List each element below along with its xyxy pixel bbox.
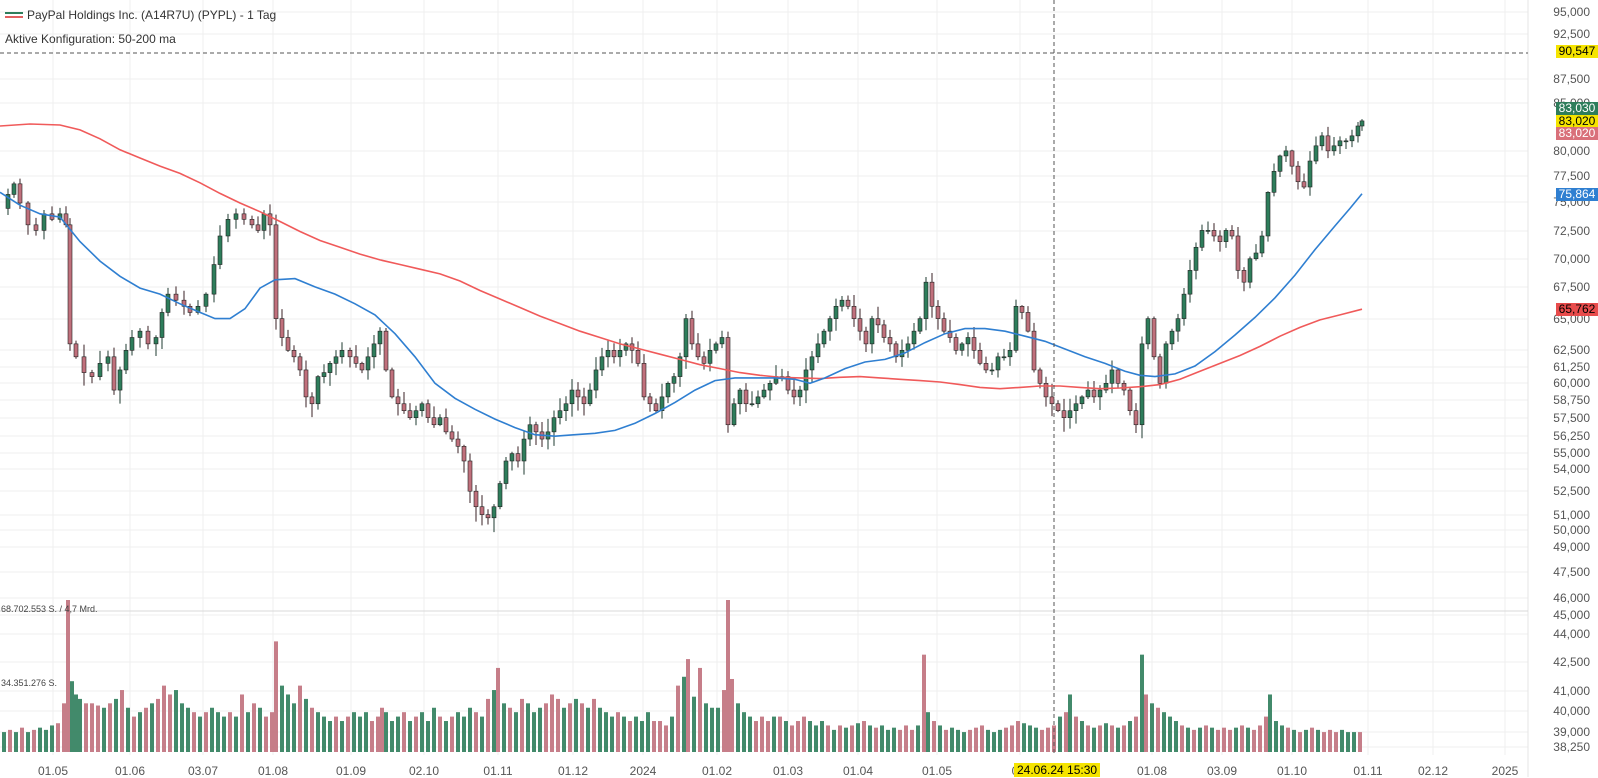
y-axis-tick-label: 72,500	[1553, 224, 1590, 238]
x-axis-tick-label: 01.03	[772, 764, 804, 778]
price-tag: 90,547	[1556, 45, 1598, 58]
x-axis-tick-label: 01.10	[1276, 764, 1308, 778]
x-axis-tick-label: 02.12	[1417, 764, 1449, 778]
y-axis-tick-label: 41,000	[1553, 684, 1590, 698]
y-axis-tick-label: 49,000	[1553, 540, 1590, 554]
x-axis-tick-label: 2025	[1491, 764, 1519, 778]
y-axis-tick-label: 55,000	[1553, 446, 1590, 460]
y-axis-tick-label: 77,500	[1553, 169, 1590, 183]
x-axis-tick-label: 01.08	[1136, 764, 1168, 778]
y-axis-tick-label: 46,000	[1553, 591, 1590, 605]
y-axis-tick-label: 60,000	[1553, 376, 1590, 390]
y-axis-tick-label: 61,250	[1553, 360, 1590, 374]
candlesticks	[5, 119, 1365, 533]
y-axis-tick-label: 92,500	[1553, 27, 1590, 41]
y-axis-tick-label: 56,250	[1553, 429, 1590, 443]
y-axis-tick-label: 51,000	[1553, 508, 1590, 522]
price-tag: 65,762	[1556, 303, 1598, 316]
x-axis-tick-label: 01.06	[114, 764, 146, 778]
y-axis-tick-label: 47,500	[1553, 565, 1590, 579]
price-tag: 83,030	[1556, 102, 1598, 115]
x-axis-tick-label: 01.09	[335, 764, 367, 778]
y-axis-tick-label: 38,250	[1553, 740, 1590, 754]
chart-title: PayPal Holdings Inc. (A14R7U) (PYPL) - 1…	[5, 8, 276, 22]
volume-bars	[2, 600, 1362, 752]
y-axis-tick-label: 54,000	[1553, 462, 1590, 476]
x-axis-tick-label: 2024	[629, 764, 657, 778]
x-axis-tick-label: 02.10	[408, 764, 440, 778]
y-axis-tick-label: 62,500	[1553, 343, 1590, 357]
y-axis-tick-label: 70,000	[1553, 252, 1590, 266]
y-axis-tick-label: 67,500	[1553, 280, 1590, 294]
price-tag: 83,020	[1556, 115, 1598, 128]
x-axis-tick-label: 03.07	[187, 764, 219, 778]
y-axis-tick-label: 80,000	[1553, 144, 1590, 158]
y-axis-tick-label: 95,000	[1553, 5, 1590, 19]
volume-max-label: 68.702.553 S. / 4,7 Mrd.	[1, 604, 98, 614]
y-axis-tick-label: 58,750	[1553, 393, 1590, 407]
y-axis-tick-label: 50,000	[1553, 523, 1590, 537]
chart-title-text: PayPal Holdings Inc. (A14R7U) (PYPL) - 1…	[27, 8, 277, 22]
y-axis-tick-label: 57,500	[1553, 411, 1590, 425]
x-axis-tick-label: 01.02	[701, 764, 733, 778]
volume-mid-label: 34.351.276 S.	[1, 678, 58, 688]
y-axis-tick-label: 40,000	[1553, 704, 1590, 718]
x-axis-tick-label: 01.12	[557, 764, 589, 778]
grid-lines	[0, 0, 1528, 755]
y-axis-tick-label: 39,000	[1553, 725, 1590, 739]
x-axis-tick-label: 01.05	[921, 764, 953, 778]
legend-lines-icon	[5, 12, 23, 18]
y-axis-tick-label: 52,500	[1553, 484, 1590, 498]
crosshair-date-label: 24.06.24 15:30	[1014, 763, 1101, 777]
x-axis-tick-label: 01.11	[1353, 764, 1383, 778]
ma200-line	[0, 123, 1363, 390]
x-axis-tick-label: 01.11	[483, 764, 513, 778]
x-axis-tick-label: 01.05	[37, 764, 69, 778]
y-axis-tick-label: 87,500	[1553, 72, 1590, 86]
y-axis-tick-label: 45,000	[1553, 608, 1590, 622]
x-axis-tick-label: 03.09	[1206, 764, 1238, 778]
y-axis-tick-label: 44,000	[1553, 627, 1590, 641]
y-axis-tick-label: 42,500	[1553, 655, 1590, 669]
x-axis-tick-label: 01.04	[842, 764, 874, 778]
price-tag: 83,020	[1556, 127, 1598, 140]
active-config-label: Aktive Konfiguration: 50-200 ma	[5, 32, 176, 46]
price-tag: 75,864	[1556, 188, 1598, 201]
ma50-line	[0, 191, 1363, 438]
x-axis-tick-label: 01.08	[257, 764, 289, 778]
